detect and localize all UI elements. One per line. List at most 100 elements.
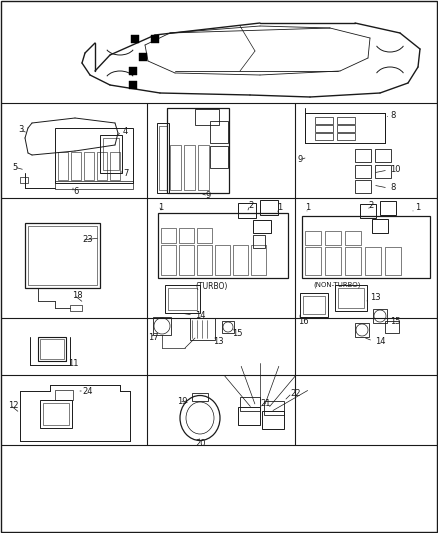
Bar — [129, 81, 137, 89]
Text: 22: 22 — [290, 389, 300, 398]
Bar — [70, 305, 82, 311]
Text: (TURBO): (TURBO) — [195, 282, 227, 292]
Bar — [305, 231, 321, 245]
Text: 5: 5 — [12, 163, 17, 172]
Bar — [159, 126, 167, 190]
Bar — [84, 152, 94, 180]
Text: 14: 14 — [375, 336, 385, 345]
Bar — [20, 177, 28, 183]
Text: (NON-TURBO): (NON-TURBO) — [313, 282, 360, 288]
Bar — [315, 133, 333, 140]
Bar — [167, 108, 229, 193]
Bar — [325, 247, 341, 275]
Bar — [222, 321, 234, 333]
Text: 21: 21 — [260, 399, 271, 408]
Bar — [264, 401, 284, 415]
Text: 19: 19 — [177, 397, 187, 406]
Bar — [158, 213, 288, 278]
Bar — [300, 293, 328, 317]
Bar — [129, 67, 137, 75]
Bar — [251, 245, 266, 275]
Text: 8: 8 — [390, 183, 396, 192]
Bar — [131, 35, 139, 43]
Bar — [71, 152, 81, 180]
Bar — [38, 337, 66, 361]
Text: 4: 4 — [123, 127, 128, 136]
Text: 16: 16 — [298, 317, 309, 326]
Bar — [355, 180, 371, 193]
Bar — [179, 245, 194, 275]
Bar — [195, 109, 219, 125]
Bar — [43, 403, 69, 425]
Bar — [315, 125, 333, 132]
Bar — [238, 203, 256, 218]
Text: 13: 13 — [370, 294, 381, 303]
Bar — [303, 296, 325, 314]
Bar — [58, 152, 68, 180]
Bar — [372, 219, 388, 233]
Bar — [337, 125, 355, 132]
Bar — [139, 53, 147, 61]
Text: 6: 6 — [73, 187, 78, 196]
Bar — [262, 411, 284, 429]
Bar — [161, 245, 176, 275]
Text: 12: 12 — [8, 400, 18, 409]
Text: 7: 7 — [123, 168, 128, 177]
Bar — [103, 138, 119, 170]
Bar — [215, 245, 230, 275]
Bar — [338, 288, 364, 308]
Text: 15: 15 — [232, 328, 243, 337]
Text: 15: 15 — [390, 317, 400, 326]
Text: 1: 1 — [415, 204, 420, 213]
Text: 17: 17 — [148, 334, 159, 343]
Bar — [210, 121, 228, 143]
Text: 23: 23 — [82, 236, 92, 245]
Bar — [165, 285, 200, 313]
Bar — [385, 321, 399, 333]
Bar — [305, 113, 385, 143]
Bar — [345, 247, 361, 275]
Bar — [179, 228, 194, 243]
Bar — [168, 288, 197, 310]
Bar — [55, 128, 133, 183]
Text: 1: 1 — [305, 204, 310, 213]
Text: 2: 2 — [248, 200, 253, 209]
Bar — [260, 200, 278, 215]
Bar — [197, 228, 212, 243]
Text: 13: 13 — [213, 336, 224, 345]
Text: 14: 14 — [195, 311, 205, 319]
Bar — [345, 231, 361, 245]
Bar — [184, 145, 195, 190]
Text: 3: 3 — [18, 125, 23, 134]
Bar — [380, 201, 396, 215]
Bar — [153, 317, 171, 335]
Text: 11: 11 — [68, 359, 78, 368]
Bar — [97, 152, 107, 180]
Text: 1: 1 — [277, 204, 282, 213]
Text: 24: 24 — [82, 386, 92, 395]
Bar — [190, 318, 215, 340]
Bar — [151, 35, 159, 43]
Bar — [302, 216, 430, 278]
Bar — [385, 247, 401, 275]
Bar — [373, 309, 387, 323]
Bar — [253, 235, 265, 248]
Bar — [337, 117, 355, 124]
Bar — [360, 204, 376, 218]
Bar — [375, 165, 391, 178]
Text: 9: 9 — [298, 156, 303, 165]
Bar — [40, 400, 72, 428]
Bar — [315, 117, 333, 124]
Bar — [55, 390, 73, 400]
Text: 8: 8 — [390, 110, 396, 119]
Bar — [40, 339, 64, 359]
Bar — [197, 245, 212, 275]
Bar — [55, 181, 133, 189]
Bar — [325, 231, 341, 245]
Bar — [365, 247, 381, 275]
Bar — [305, 247, 321, 275]
Text: 20: 20 — [195, 439, 205, 448]
Bar — [238, 407, 260, 425]
Bar — [355, 165, 371, 178]
Bar — [337, 133, 355, 140]
